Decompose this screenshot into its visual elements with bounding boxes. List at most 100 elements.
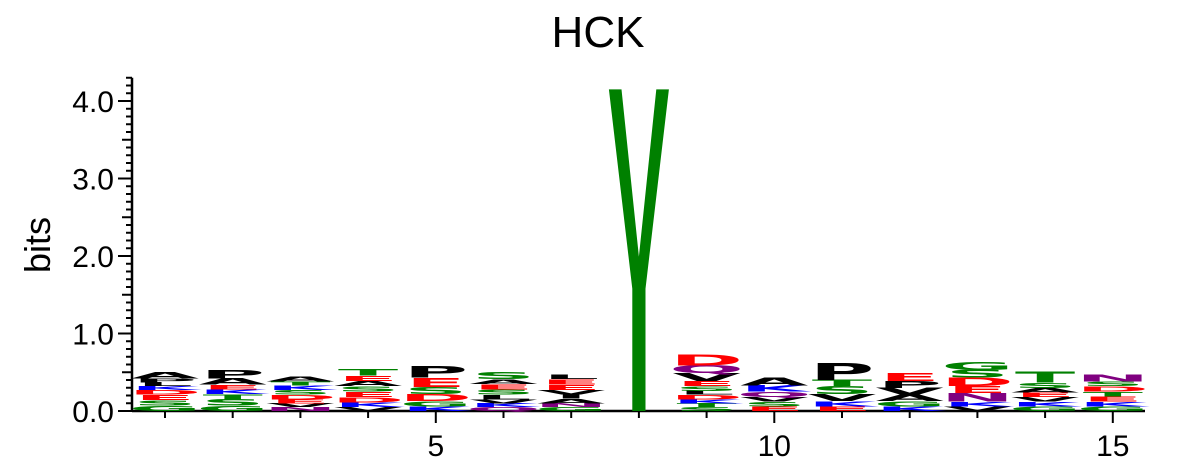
- letter-K: K: [334, 401, 406, 408]
- letter-E: E: [744, 405, 804, 412]
- letter-V: V: [1011, 396, 1080, 403]
- svg-text:V: V: [1011, 396, 1080, 403]
- letter-E: E: [473, 382, 533, 391]
- svg-text:D: D: [941, 375, 1014, 389]
- letter-D: D: [1076, 385, 1149, 394]
- letter-A: A: [1011, 386, 1080, 393]
- svg-text:K: K: [1011, 400, 1083, 407]
- letter-Q: Q: [669, 363, 744, 375]
- letter-K: K: [199, 388, 271, 395]
- letter-D: D: [399, 392, 472, 403]
- x-tick-label: 5: [427, 430, 444, 463]
- svg-text:V: V: [672, 371, 741, 383]
- letter-L: L: [678, 390, 734, 396]
- letter-T: T: [677, 402, 738, 408]
- svg-text:E: E: [203, 383, 263, 390]
- svg-text:E: E: [1083, 395, 1143, 404]
- letter-K: K: [1011, 400, 1083, 407]
- svg-text:S: S: [336, 385, 400, 394]
- svg-text:A: A: [537, 397, 606, 404]
- svg-text:E: E: [744, 405, 804, 412]
- letter-V: V: [469, 398, 538, 404]
- svg-text:T: T: [203, 392, 264, 401]
- svg-text:E: E: [947, 384, 1007, 395]
- letter-S: S: [1081, 380, 1145, 387]
- letter-E: E: [880, 371, 940, 383]
- letter-S: S: [743, 400, 807, 407]
- svg-text:S: S: [675, 406, 739, 412]
- svg-text:N: N: [1076, 373, 1150, 384]
- svg-text:D: D: [1076, 385, 1149, 394]
- svg-text:P: P: [877, 379, 942, 390]
- y-axis-label: bits: [17, 217, 58, 273]
- svg-text:E: E: [880, 371, 940, 383]
- letter-I: I: [555, 394, 588, 400]
- letter-D: D: [331, 396, 404, 405]
- letter-A: A: [537, 397, 606, 404]
- letter-E: E: [541, 383, 601, 392]
- svg-text:A: A: [740, 376, 809, 388]
- letter-K: K: [943, 400, 1015, 407]
- svg-text:K: K: [199, 388, 271, 395]
- svg-text:Q: Q: [737, 390, 812, 399]
- svg-text:K: K: [943, 400, 1015, 407]
- svg-text:D: D: [670, 393, 743, 400]
- letter-S: S: [1013, 381, 1077, 390]
- letter-G: G: [535, 406, 607, 412]
- letter-P: P: [200, 368, 265, 382]
- letter-A: A: [131, 371, 200, 381]
- svg-text:P: P: [200, 368, 265, 382]
- svg-text:A: A: [131, 371, 200, 381]
- letter-E: E: [812, 405, 872, 412]
- letter-S: S: [675, 406, 739, 412]
- x-tick-label: 10: [758, 430, 791, 463]
- letter-D: D: [670, 351, 743, 368]
- svg-text:N: N: [263, 406, 337, 412]
- letter-G: G: [129, 404, 201, 413]
- svg-text:A: A: [876, 393, 945, 403]
- svg-text:E: E: [406, 375, 466, 390]
- letter-E: E: [676, 379, 736, 388]
- svg-text:S: S: [675, 385, 739, 392]
- letter-S: S: [810, 384, 874, 396]
- letter-K: K: [672, 398, 744, 404]
- letter-L: L: [475, 393, 531, 400]
- letter-K: K: [740, 384, 812, 394]
- svg-text:T: T: [1083, 390, 1144, 397]
- letter-A: A: [469, 378, 538, 385]
- svg-text:S: S: [1081, 380, 1145, 387]
- svg-text:L: L: [678, 390, 734, 396]
- svg-text:Q: Q: [466, 406, 541, 412]
- letter-L: L: [543, 373, 599, 380]
- svg-text:T: T: [338, 367, 399, 377]
- svg-text:E: E: [541, 383, 601, 392]
- letter-A: A: [266, 375, 335, 384]
- letter-S: S: [201, 398, 265, 408]
- svg-text:K: K: [876, 405, 948, 412]
- letter-K: K: [808, 399, 880, 408]
- letter-K: K: [266, 384, 338, 391]
- svg-text:A: A: [199, 377, 268, 387]
- letter-K: K: [876, 405, 948, 412]
- svg-text:V: V: [334, 406, 403, 412]
- svg-text:K: K: [1079, 400, 1151, 407]
- svg-text:S: S: [133, 399, 197, 408]
- svg-text:E: E: [473, 382, 533, 391]
- letter-V: V: [266, 402, 335, 408]
- letter-A: A: [876, 393, 945, 403]
- letter-T: T: [203, 392, 264, 401]
- svg-text:V: V: [469, 398, 538, 404]
- svg-text:S: S: [946, 368, 1010, 380]
- letter-E: E: [270, 398, 330, 404]
- letter-S: S: [404, 385, 468, 396]
- letter-stacks: GSEDKLPAGSTKEAPNVEDSKTAVKDESAETKGDSEPQKV…: [128, 89, 1151, 413]
- letter-D: D: [941, 375, 1014, 389]
- svg-text:K: K: [402, 405, 474, 412]
- stack-position-8: [608, 89, 669, 411]
